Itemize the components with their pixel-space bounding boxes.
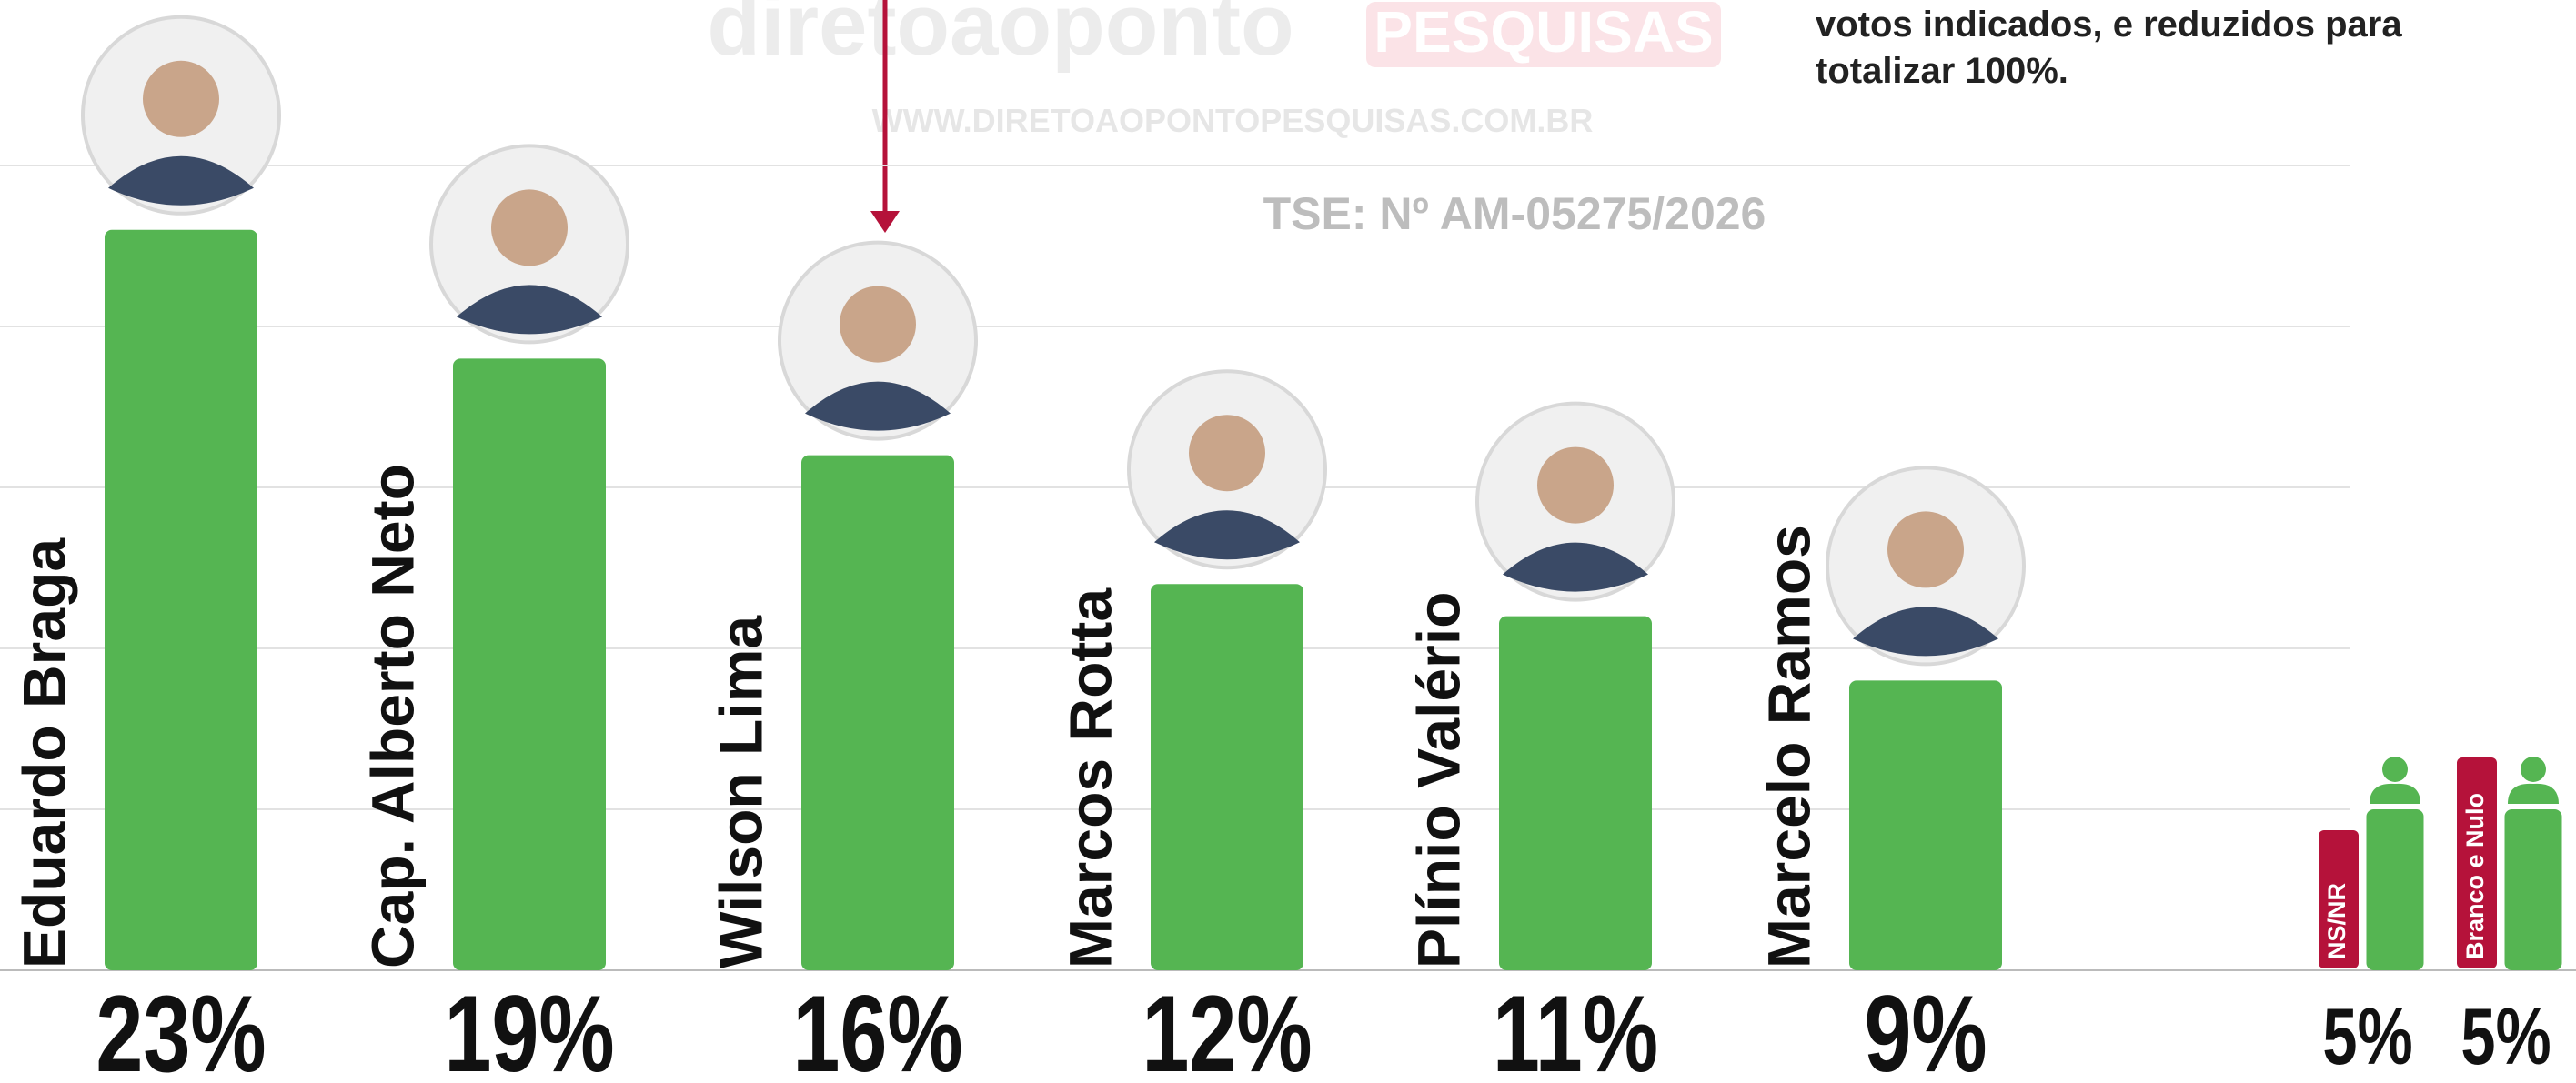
bar	[801, 456, 954, 970]
bar	[1151, 584, 1303, 970]
arrow-head	[870, 211, 900, 233]
bar	[453, 358, 606, 970]
person-head	[2521, 757, 2546, 782]
value-label: 16%	[792, 973, 962, 1083]
photo-head	[1537, 447, 1614, 524]
value-label: 5%	[2322, 992, 2412, 1081]
bar	[1499, 617, 1652, 970]
note-line: votos indicados, e reduzidos para	[1816, 5, 2402, 45]
watermark-url: WWW.DIRETOAOPONTOPESQUISAS.COM.BR	[872, 102, 1594, 139]
category-label: Eduardo Braga	[10, 537, 77, 968]
note-line: totalizar 100%.	[1816, 51, 2068, 91]
bar	[2367, 809, 2424, 970]
value-label: 23%	[96, 973, 266, 1083]
photo-head	[1887, 511, 1964, 587]
value-label: 11%	[1493, 973, 1658, 1083]
photo-head	[491, 189, 568, 266]
category-label: Branco e Nulo	[2461, 793, 2489, 959]
bar	[105, 230, 257, 970]
value-label: 12%	[1142, 973, 1312, 1083]
registration: TSE: Nº AM-05275/2026	[1263, 188, 1766, 239]
photo-head	[1189, 415, 1265, 491]
value-label: 5%	[2460, 992, 2551, 1081]
category-label: NS/NR	[2323, 883, 2350, 959]
photo-head	[143, 61, 219, 137]
photo-head	[840, 286, 916, 363]
person-body	[2508, 784, 2559, 804]
watermark-badge: PESQUISAS	[1374, 0, 1713, 65]
value-label: 9%	[1864, 973, 1987, 1083]
person-body	[2370, 784, 2420, 804]
bar	[2505, 809, 2562, 970]
category-label: Plínio Valério	[1404, 592, 1472, 968]
value-label: 19%	[444, 973, 614, 1083]
category-label: Wilson Lima	[707, 615, 774, 968]
bar	[1849, 680, 2002, 970]
watermark-brand: diretoaoponto	[707, 0, 1293, 74]
person-head	[2382, 757, 2408, 782]
category-label: Cap. Alberto Neto	[358, 464, 426, 968]
chart: diretoaoponto PESQUISAS WWW.DIRETOAOPONT…	[0, 0, 2576, 1083]
category-label: Marcos Rotta	[1056, 587, 1123, 968]
category-label: Marcelo Ramos	[1755, 525, 1822, 968]
